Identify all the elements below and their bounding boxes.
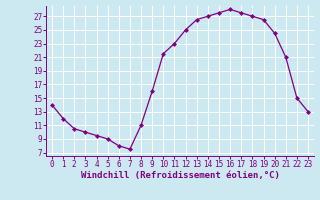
X-axis label: Windchill (Refroidissement éolien,°C): Windchill (Refroidissement éolien,°C) (81, 171, 279, 180)
